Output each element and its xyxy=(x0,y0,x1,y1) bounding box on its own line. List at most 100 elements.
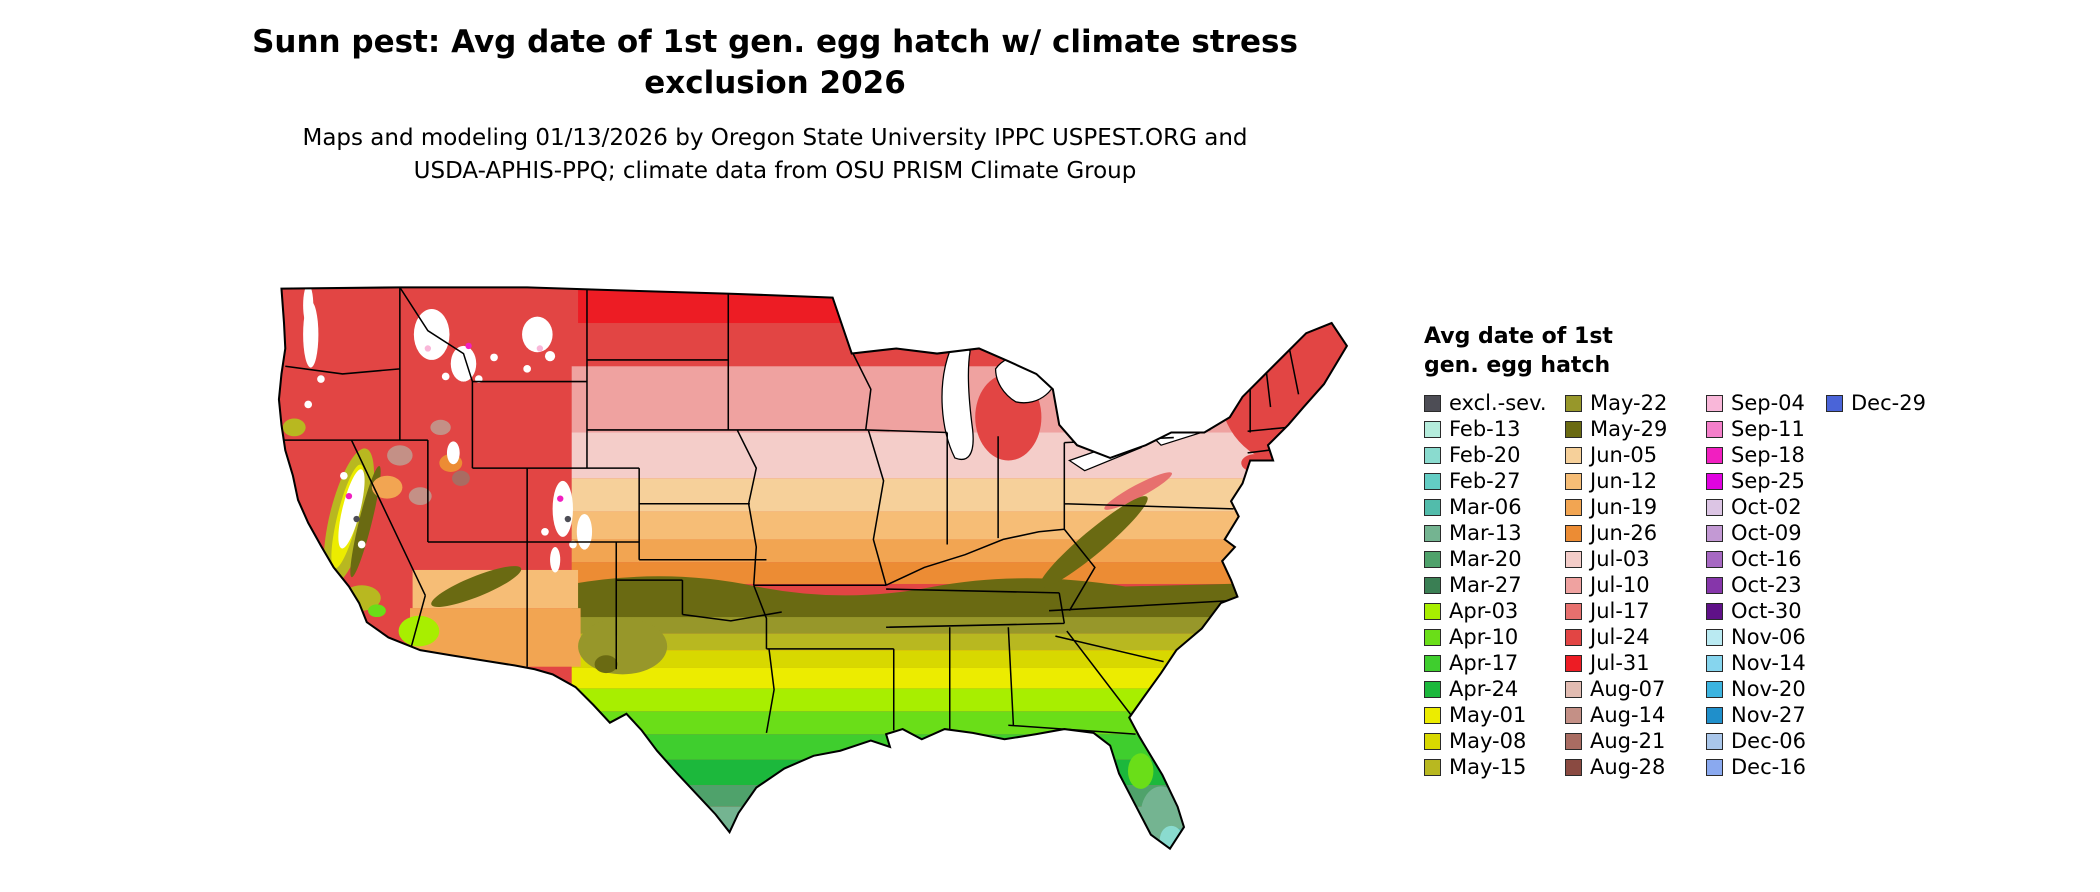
legend-label: May-01 xyxy=(1449,703,1527,727)
legend-swatch xyxy=(1565,524,1582,542)
legend-swatch xyxy=(1706,628,1723,646)
legend-swatch xyxy=(1424,498,1441,516)
legend-entry: Sep-04 xyxy=(1706,390,1826,416)
legend-label: Feb-20 xyxy=(1449,443,1521,467)
page-subtitle: Maps and modeling 01/13/2026 by Oregon S… xyxy=(150,122,1400,188)
legend-entry: Sep-18 xyxy=(1706,442,1826,468)
legend-entry: excl.-sev. xyxy=(1424,390,1565,416)
legend-entry: Jul-03 xyxy=(1565,546,1706,572)
legend-swatch xyxy=(1706,654,1723,672)
legend-swatch xyxy=(1424,524,1441,542)
legend-swatch xyxy=(1565,680,1582,698)
legend-swatch xyxy=(1565,706,1582,724)
legend-label: Feb-13 xyxy=(1449,417,1521,441)
page-title-line2: exclusion 2026 xyxy=(644,65,906,101)
legend-label: Dec-06 xyxy=(1731,729,1806,753)
legend-label: Oct-02 xyxy=(1731,495,1802,519)
legend-label: Oct-16 xyxy=(1731,547,1802,571)
legend-entry: Jul-31 xyxy=(1565,650,1706,676)
legend-label: Oct-30 xyxy=(1731,599,1802,623)
legend-swatch xyxy=(1424,576,1441,594)
legend-entry: Jun-19 xyxy=(1565,494,1706,520)
legend-label: Jun-05 xyxy=(1590,443,1658,467)
legend-swatch xyxy=(1565,576,1582,594)
legend-label: Aug-21 xyxy=(1590,729,1666,753)
legend-entry: May-22 xyxy=(1565,390,1706,416)
legend-label: Dec-16 xyxy=(1731,755,1806,779)
legend-swatch xyxy=(1706,420,1723,438)
legend-entry: Feb-13 xyxy=(1424,416,1565,442)
legend-label: Nov-06 xyxy=(1731,625,1806,649)
legend-label: Jul-10 xyxy=(1590,573,1650,597)
legend-swatch xyxy=(1424,732,1441,750)
legend-entry: Apr-03 xyxy=(1424,598,1565,624)
legend-swatch xyxy=(1424,446,1441,464)
legend-label: Mar-13 xyxy=(1449,521,1522,545)
legend-label: Feb-27 xyxy=(1449,469,1521,493)
legend: Avg date of 1st gen. egg hatch excl.-sev… xyxy=(1424,322,1984,780)
legend-entry: Aug-07 xyxy=(1565,676,1706,702)
legend-entry: May-01 xyxy=(1424,702,1565,728)
legend-label: Mar-20 xyxy=(1449,547,1522,571)
legend-label: Sep-11 xyxy=(1731,417,1805,441)
legend-swatch xyxy=(1706,472,1723,490)
legend-label: Mar-06 xyxy=(1449,495,1522,519)
legend-entry: Dec-06 xyxy=(1706,728,1826,754)
legend-label: May-29 xyxy=(1590,417,1668,441)
legend-entry: Oct-30 xyxy=(1706,598,1826,624)
legend-swatch xyxy=(1424,758,1441,776)
legend-entry: Jul-17 xyxy=(1565,598,1706,624)
legend-swatch xyxy=(1706,706,1723,724)
legend-swatch xyxy=(1706,550,1723,568)
page-subtitle-line2: USDA-APHIS-PPQ; climate data from OSU PR… xyxy=(413,158,1137,184)
legend-columns: excl.-sev. Feb-13 Feb-20 Feb-27 Mar-06 Mar-13… xyxy=(1424,390,1984,780)
page-title: Sunn pest: Avg date of 1st gen. egg hatc… xyxy=(150,22,1400,104)
legend-label: Oct-09 xyxy=(1731,521,1802,545)
legend-label: Nov-27 xyxy=(1731,703,1806,727)
legend-entry: Feb-20 xyxy=(1424,442,1565,468)
legend-entry: Dec-16 xyxy=(1706,754,1826,780)
legend-label: Apr-10 xyxy=(1449,625,1519,649)
legend-swatch xyxy=(1424,706,1441,724)
legend-entry: Jun-12 xyxy=(1565,468,1706,494)
legend-swatch xyxy=(1424,472,1441,490)
page-title-line1: Sunn pest: Avg date of 1st gen. egg hatc… xyxy=(252,24,1298,60)
legend-swatch xyxy=(1706,602,1723,620)
legend-swatch xyxy=(1565,446,1582,464)
legend-swatch xyxy=(1424,602,1441,620)
us-map-svg xyxy=(277,286,1349,851)
legend-swatch xyxy=(1706,758,1723,776)
legend-swatch xyxy=(1565,602,1582,620)
legend-label: May-22 xyxy=(1590,391,1668,415)
legend-label: Jun-12 xyxy=(1590,469,1658,493)
legend-label: Jun-19 xyxy=(1590,495,1658,519)
legend-title: Avg date of 1st gen. egg hatch xyxy=(1424,322,1984,380)
legend-column-3: Sep-04 Sep-11 Sep-18 Sep-25 Oct-02 Oct-09 Oct-… xyxy=(1706,390,1826,780)
legend-swatch xyxy=(1706,680,1723,698)
legend-entry: May-15 xyxy=(1424,754,1565,780)
legend-entry: Nov-14 xyxy=(1706,650,1826,676)
legend-label: Sep-18 xyxy=(1731,443,1805,467)
legend-swatch xyxy=(1565,628,1582,646)
legend-entry: Sep-25 xyxy=(1706,468,1826,494)
legend-swatch xyxy=(1706,732,1723,750)
legend-swatch xyxy=(1826,394,1843,412)
legend-column-4: Dec-29 xyxy=(1826,390,1936,416)
legend-label: Jul-24 xyxy=(1590,625,1650,649)
legend-label: May-15 xyxy=(1449,755,1527,779)
legend-entry: Oct-23 xyxy=(1706,572,1826,598)
legend-swatch xyxy=(1565,498,1582,516)
legend-label: Mar-27 xyxy=(1449,573,1522,597)
legend-entry: Sep-11 xyxy=(1706,416,1826,442)
legend-label: Apr-24 xyxy=(1449,677,1519,701)
legend-swatch xyxy=(1565,732,1582,750)
legend-entry: Apr-17 xyxy=(1424,650,1565,676)
legend-swatch xyxy=(1565,550,1582,568)
legend-entry: Nov-27 xyxy=(1706,702,1826,728)
legend-column-2: May-22 May-29 Jun-05 Jun-12 Jun-19 Jun-26 Jul-… xyxy=(1565,390,1706,780)
legend-entry: Dec-29 xyxy=(1826,390,1936,416)
legend-swatch xyxy=(1424,654,1441,672)
legend-label: Oct-23 xyxy=(1731,573,1802,597)
legend-label: Nov-14 xyxy=(1731,651,1806,675)
